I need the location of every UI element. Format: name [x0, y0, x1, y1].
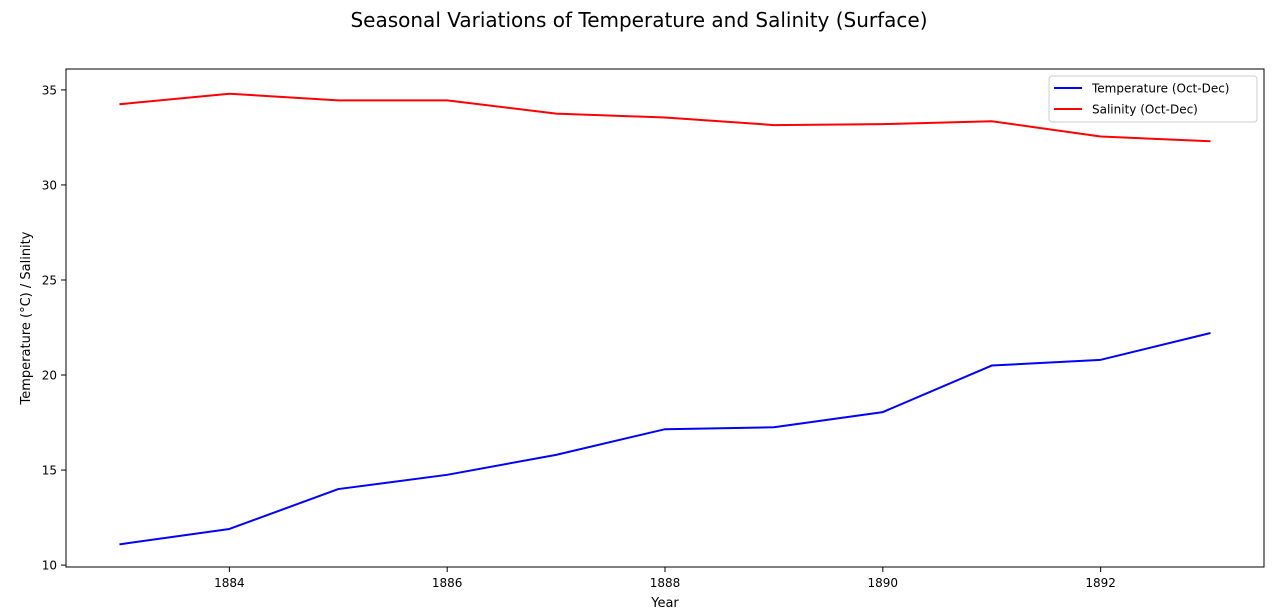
y-tick-label: 25 [42, 273, 57, 287]
legend: Temperature (Oct-Dec) Salinity (Oct-Dec) [1048, 75, 1258, 123]
x-tick-label: 1890 [868, 576, 899, 590]
series-line-temperature [119, 332, 1211, 546]
y-tick-label: 35 [42, 83, 57, 97]
legend-label: Salinity (Oct-Dec) [1092, 103, 1198, 117]
plot-frame [65, 68, 1265, 568]
y-tick-label: 30 [42, 178, 57, 192]
y-tick-label: 10 [42, 559, 57, 573]
x-tick-label: 1886 [432, 576, 463, 590]
x-tick-label: 1888 [650, 576, 681, 590]
legend-label: Temperature (Oct-Dec) [1091, 82, 1230, 96]
y-tick-label: 15 [42, 464, 57, 478]
series-line-salinity [119, 92, 1211, 143]
axis-ticks: 1884 1886 1888 1890 1892 10 15 20 25 30 35 [42, 83, 1116, 590]
x-tick-label: 1884 [214, 576, 245, 590]
x-axis-label: Year [650, 596, 679, 611]
y-axis-label: Temperature (°C) / Salinity [19, 231, 34, 405]
series-lines [119, 92, 1211, 546]
legend-box [1048, 75, 1258, 123]
plot-area [66, 69, 1264, 567]
x-tick-label: 1892 [1085, 576, 1116, 590]
y-tick-label: 20 [42, 369, 57, 383]
chart-title: Seasonal Variations of Temperature and S… [350, 8, 927, 32]
